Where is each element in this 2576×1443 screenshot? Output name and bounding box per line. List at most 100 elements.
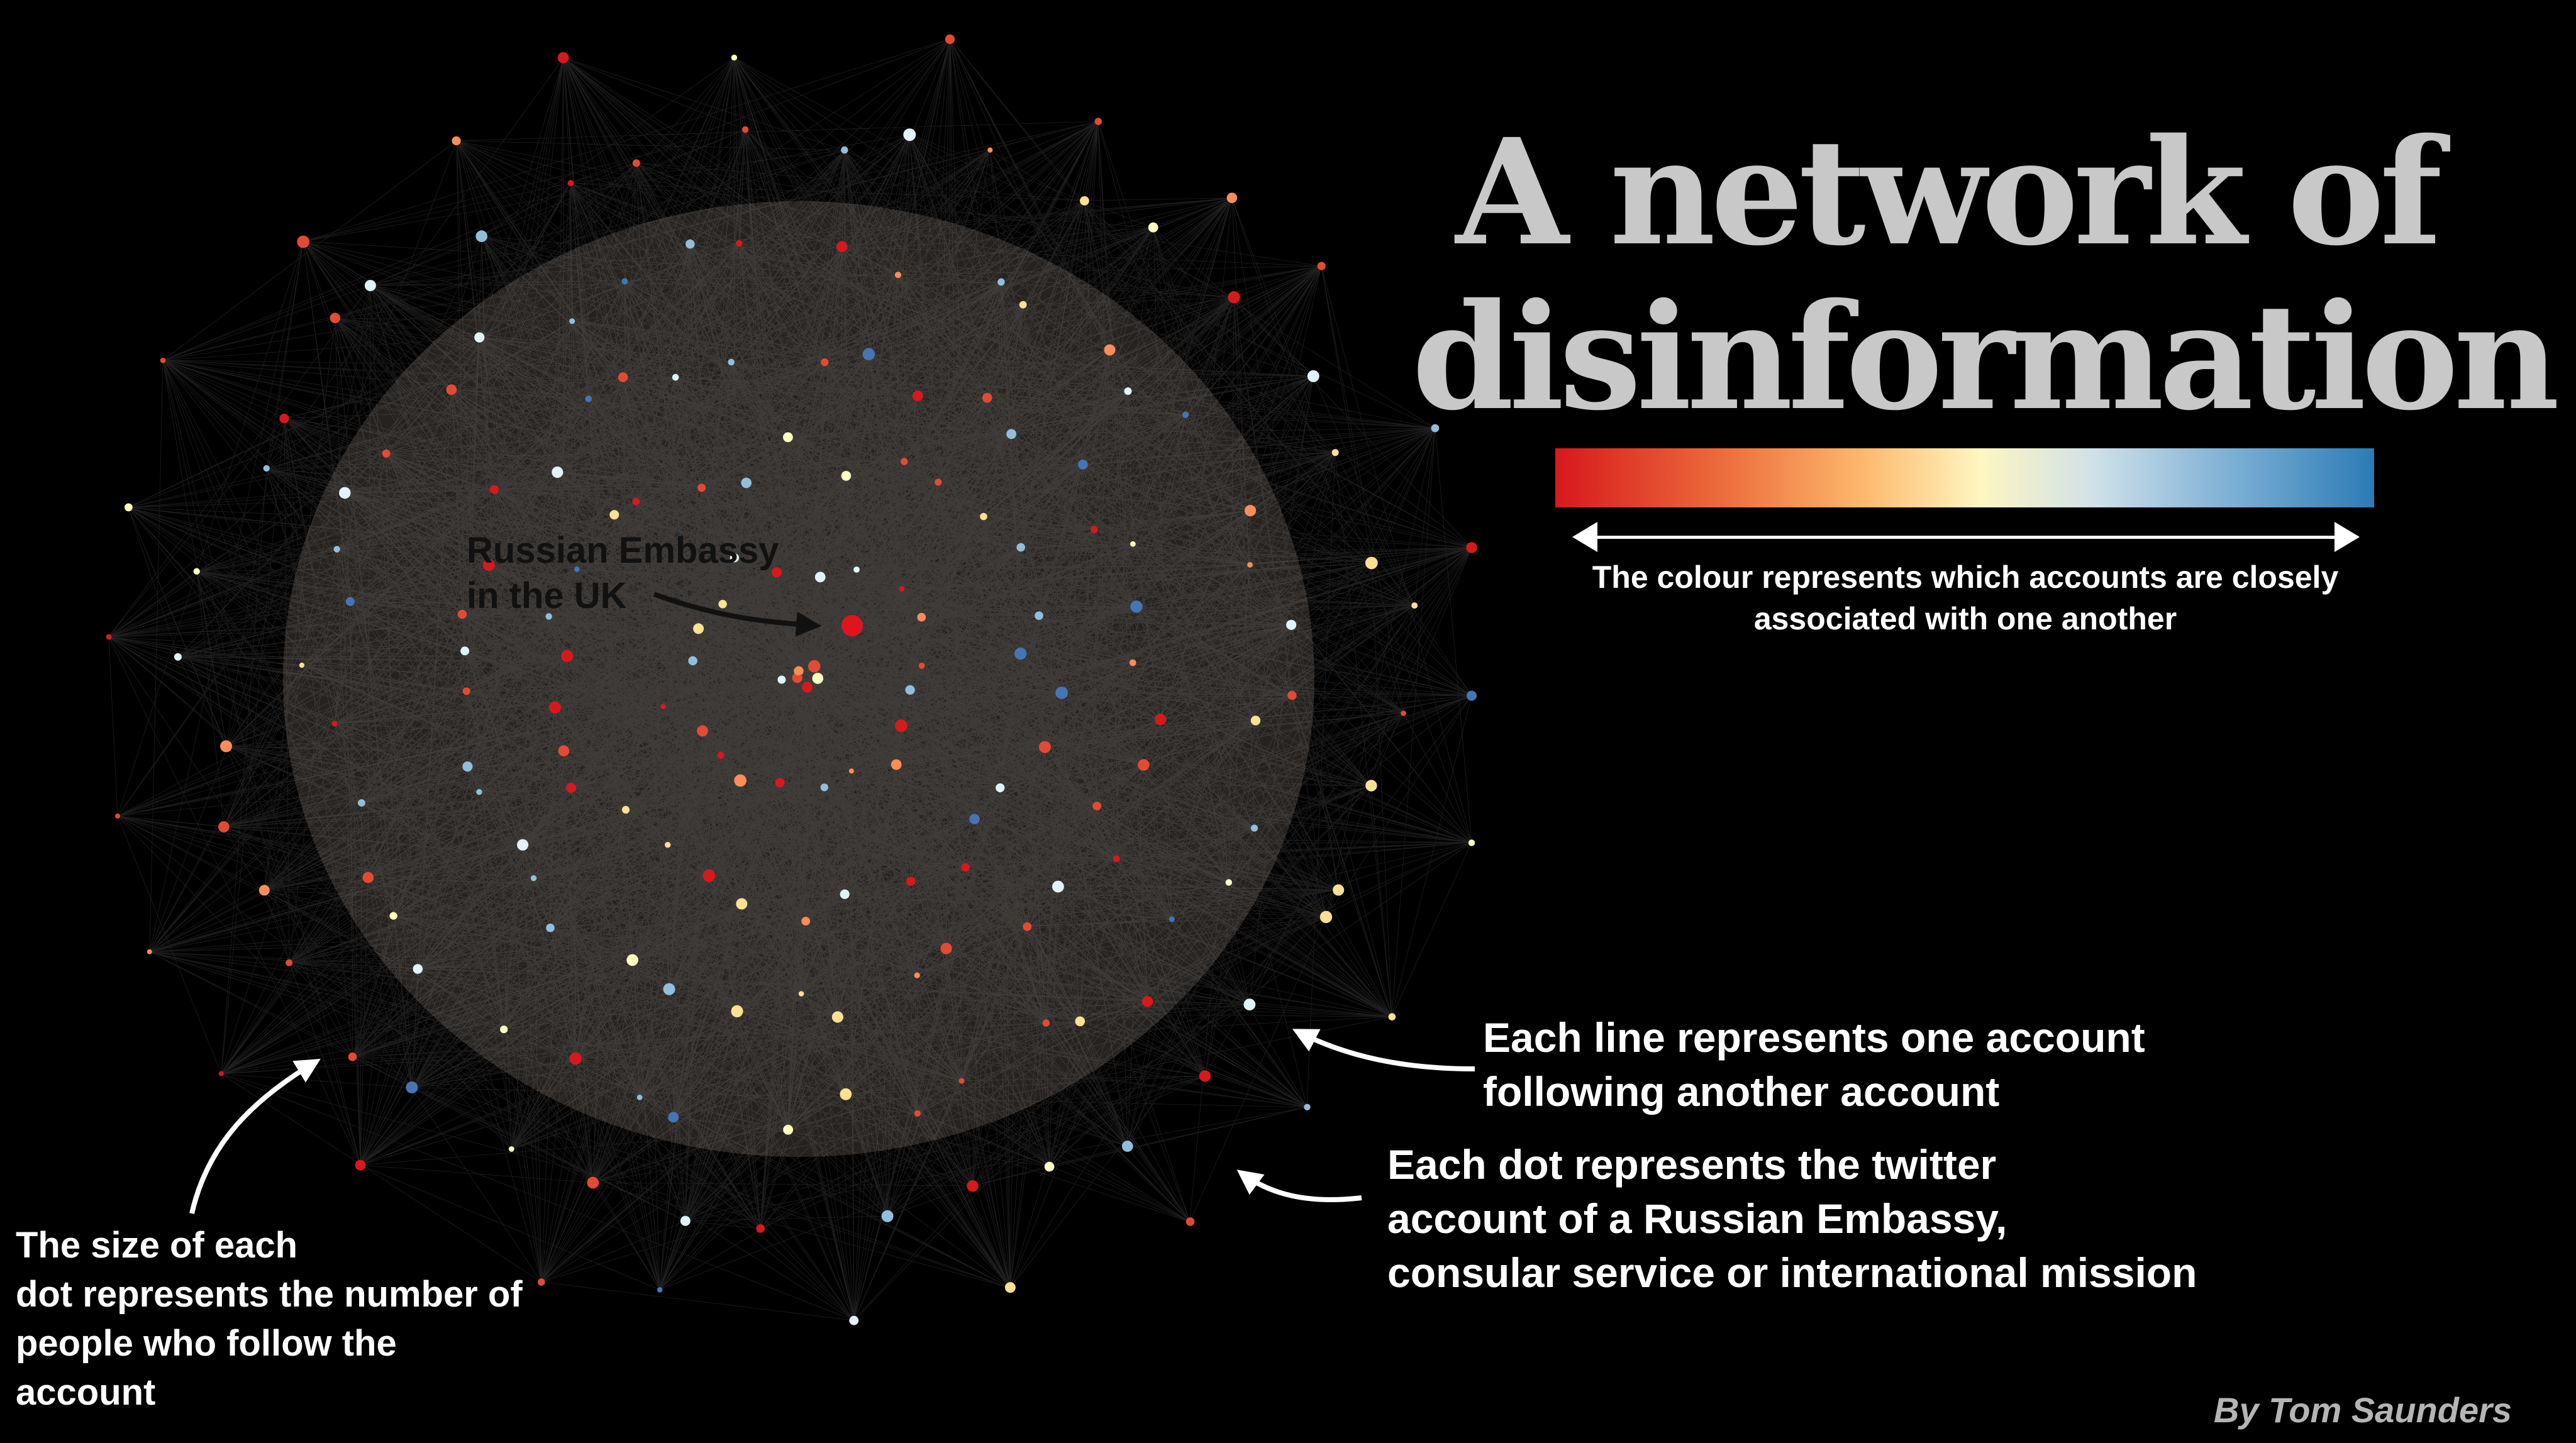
account-node xyxy=(552,466,564,478)
color-caption-line-1: The colour represents which accounts are… xyxy=(1592,560,2339,595)
account-node xyxy=(279,413,289,424)
account-node xyxy=(914,1110,921,1117)
embassy-label-line-1: Russian Embassy xyxy=(467,530,779,571)
lines-annotation-line-2: following another account xyxy=(1483,1068,2000,1115)
account-node xyxy=(853,567,860,573)
account-node xyxy=(1141,996,1153,1007)
account-node xyxy=(1078,460,1088,470)
account-node xyxy=(668,1112,679,1123)
size-annotation-line-4: account xyxy=(16,1372,156,1413)
account-node xyxy=(1014,647,1027,660)
account-node xyxy=(1006,429,1016,440)
account-node xyxy=(490,485,499,494)
account-node xyxy=(389,912,397,920)
account-node xyxy=(1287,690,1297,700)
account-node xyxy=(772,567,782,578)
account-node xyxy=(1466,690,1477,701)
account-node xyxy=(891,759,902,770)
embassy-label: Russian Embassy in the UK xyxy=(467,528,779,619)
edge-bundle xyxy=(108,38,1472,1321)
account-node xyxy=(1307,370,1319,382)
account-node xyxy=(286,959,292,966)
account-node xyxy=(808,660,821,673)
account-node xyxy=(517,839,529,851)
account-node xyxy=(982,392,992,403)
account-node xyxy=(220,740,232,753)
right-arrow-icon xyxy=(2334,522,2360,552)
account-node xyxy=(1148,222,1158,233)
account-node xyxy=(945,34,955,44)
account-node xyxy=(538,1278,545,1286)
account-node xyxy=(736,898,748,910)
account-node xyxy=(1055,687,1068,699)
account-node xyxy=(798,991,804,997)
account-node xyxy=(636,1095,643,1100)
account-node xyxy=(330,312,341,323)
account-node xyxy=(587,1176,599,1189)
account-node xyxy=(558,745,570,756)
account-node xyxy=(688,656,697,666)
account-node xyxy=(1319,910,1333,924)
account-node xyxy=(1130,600,1143,613)
account-node xyxy=(1124,387,1132,395)
russian-embassy-uk-node xyxy=(841,615,863,636)
account-node xyxy=(905,685,915,695)
account-node xyxy=(1080,196,1089,206)
account-node xyxy=(546,923,555,932)
account-node xyxy=(452,136,461,146)
account-node xyxy=(218,821,230,832)
account-node xyxy=(460,646,470,656)
account-node xyxy=(1004,1282,1016,1293)
account-node xyxy=(549,701,561,714)
account-node xyxy=(848,768,854,774)
account-node xyxy=(106,634,112,640)
account-node xyxy=(686,239,695,249)
account-node xyxy=(339,487,351,499)
account-node xyxy=(1245,505,1257,517)
account-node xyxy=(1044,1161,1055,1172)
account-node xyxy=(569,318,575,324)
account-node xyxy=(258,885,270,896)
account-node xyxy=(1228,291,1240,304)
account-node xyxy=(728,358,735,366)
account-node xyxy=(906,876,916,886)
account-node xyxy=(1182,411,1189,418)
account-node xyxy=(406,1081,418,1093)
dots-annotation-line-2: account of a Russian Embassy, xyxy=(1387,1195,2007,1242)
account-node xyxy=(358,799,365,807)
account-node xyxy=(918,662,925,669)
account-node xyxy=(632,497,640,506)
color-caption-line-2: associated with one another xyxy=(1753,601,2177,636)
account-node xyxy=(1075,1016,1085,1027)
account-node xyxy=(476,788,482,795)
account-node xyxy=(1035,611,1043,620)
account-node xyxy=(475,230,487,243)
account-node xyxy=(1250,824,1258,832)
account-node xyxy=(741,126,749,133)
account-node xyxy=(1091,526,1098,533)
account-node xyxy=(1052,880,1064,893)
account-node xyxy=(935,478,942,486)
account-node xyxy=(1226,192,1238,204)
account-node xyxy=(462,761,473,772)
account-node xyxy=(1247,561,1253,568)
account-node xyxy=(566,783,577,793)
account-node xyxy=(1121,1141,1133,1152)
account-node xyxy=(297,235,310,248)
account-node xyxy=(382,449,391,458)
account-node xyxy=(717,751,724,759)
account-node xyxy=(756,1224,765,1233)
author-credit: By Tom Saunders xyxy=(2214,1390,2512,1430)
account-node xyxy=(996,783,1005,793)
account-node xyxy=(1023,922,1032,931)
account-node xyxy=(820,783,829,792)
account-node xyxy=(618,372,628,382)
account-node xyxy=(660,704,666,709)
account-nodes xyxy=(106,34,1477,1325)
account-node xyxy=(160,357,166,363)
account-node xyxy=(557,52,569,64)
account-node xyxy=(348,1053,357,1061)
account-node xyxy=(263,465,270,472)
